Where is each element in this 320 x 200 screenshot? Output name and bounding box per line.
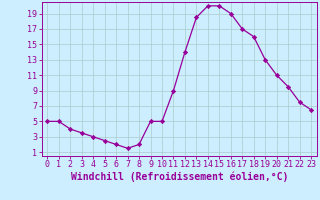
X-axis label: Windchill (Refroidissement éolien,°C): Windchill (Refroidissement éolien,°C)	[70, 172, 288, 182]
